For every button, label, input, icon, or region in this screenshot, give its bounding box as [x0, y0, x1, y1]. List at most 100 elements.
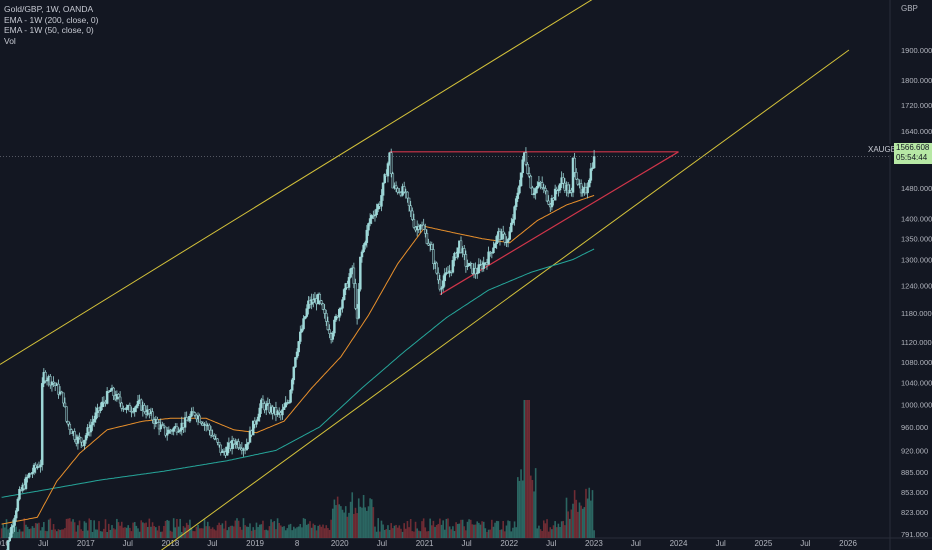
volume-bar	[536, 528, 539, 538]
volume-bar	[486, 531, 488, 538]
y-tick-label: 1720.000	[901, 101, 932, 110]
volume-bar	[17, 531, 19, 538]
candle-body	[297, 341, 300, 353]
volume-bar	[195, 526, 198, 538]
candle-body	[39, 464, 42, 468]
volume-bar	[442, 520, 444, 538]
candle-body	[294, 357, 297, 368]
candle-body	[292, 366, 296, 381]
candle-body	[14, 510, 18, 519]
volume-bar	[353, 513, 355, 538]
volume-bar	[395, 524, 397, 538]
volume-bar	[75, 531, 78, 538]
volume-bar	[130, 531, 133, 538]
candle-body	[331, 332, 335, 340]
candle-body	[57, 383, 60, 395]
volume-bar	[21, 531, 24, 538]
volume-bar	[249, 523, 251, 538]
volume-bar	[107, 523, 110, 538]
candle-body	[217, 442, 221, 446]
y-tick-label: 960.000	[901, 423, 928, 432]
candle-body	[370, 215, 373, 219]
y-tick-label: 1000.000	[901, 400, 932, 409]
volume-bar	[434, 526, 436, 538]
volume-bar	[327, 528, 329, 538]
volume-bar	[447, 518, 449, 538]
volume-bar	[305, 524, 308, 538]
volume-bar	[73, 522, 76, 538]
candle-body	[334, 315, 338, 321]
volume-bar	[581, 508, 584, 538]
candle-body	[501, 231, 505, 235]
x-tick-label: 2022	[500, 539, 518, 548]
candle-body	[44, 372, 47, 382]
volume-bar	[476, 521, 479, 538]
volume-bar	[267, 530, 269, 538]
volume-bar	[185, 522, 188, 538]
volume-bar	[505, 525, 508, 538]
candle-body	[438, 279, 442, 290]
volume-bar	[62, 529, 65, 538]
candle-body	[592, 156, 596, 169]
bar-countdown: 05:54:44	[896, 153, 928, 162]
volume-bar	[450, 529, 453, 538]
candle-body	[409, 205, 412, 212]
candle-body	[342, 289, 346, 300]
volume-bar	[265, 529, 268, 538]
candle-body	[587, 180, 591, 188]
candle-body	[159, 424, 162, 430]
candle-body	[261, 399, 265, 404]
volume-bar	[124, 527, 126, 538]
candle-body	[177, 431, 180, 433]
volume-bar	[254, 529, 256, 538]
volume-bar	[46, 531, 48, 538]
volume-bar	[168, 520, 170, 538]
volume-bar	[288, 524, 290, 538]
volume-bar	[513, 521, 516, 538]
y-tick-label: 1900.000	[901, 46, 932, 55]
candle-body	[258, 407, 261, 418]
volume-bar	[296, 527, 298, 538]
candle-body	[92, 418, 96, 423]
candle-body	[128, 404, 132, 412]
volume-bar	[335, 505, 337, 538]
candle-body	[60, 391, 63, 394]
volume-bar	[469, 519, 472, 538]
candle-body	[328, 329, 331, 334]
volume-bar	[94, 529, 97, 538]
volume-bar	[572, 503, 574, 538]
candle-body	[302, 318, 305, 330]
candle-body	[411, 210, 414, 220]
volume-bar	[393, 525, 396, 538]
channel-lower-line	[160, 49, 850, 550]
volume-bar	[250, 530, 253, 538]
volume-bar	[127, 525, 130, 538]
volume-bar	[202, 528, 204, 538]
volume-bar	[487, 529, 490, 538]
volume-bar	[478, 522, 480, 538]
candle-body	[125, 407, 128, 410]
candle-body	[576, 178, 580, 185]
volume-bar	[322, 524, 324, 538]
candle-body	[500, 231, 503, 240]
volume-bar	[338, 504, 341, 538]
candle-body	[526, 164, 529, 174]
candle-body	[550, 197, 554, 208]
x-tick-label: Jul	[631, 539, 641, 548]
candle-body	[591, 167, 594, 169]
volume-bar	[364, 507, 367, 538]
volume-bar	[239, 526, 242, 538]
candle-body	[575, 172, 578, 180]
volume-bar	[317, 525, 319, 538]
volume-bar	[406, 520, 409, 538]
candle-body	[183, 417, 187, 428]
volume-bar	[448, 526, 451, 538]
candle-body	[213, 435, 216, 439]
volume-bar	[51, 529, 53, 538]
y-tick-label: 853.000	[901, 488, 928, 497]
candle-body	[524, 152, 528, 165]
volume-bar	[211, 527, 214, 538]
volume-bar	[189, 519, 191, 538]
volume-bar	[468, 519, 470, 538]
